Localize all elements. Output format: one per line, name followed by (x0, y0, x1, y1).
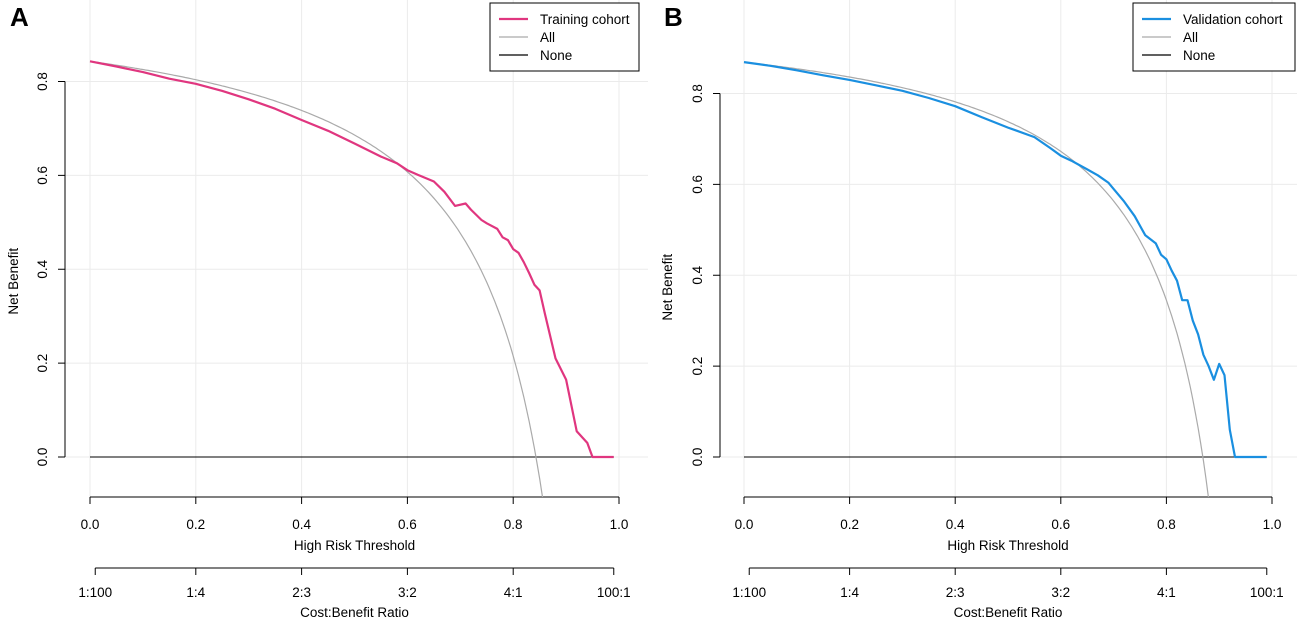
panel-a-series-all-line (89, 60, 544, 497)
panel-a-legend: Training cohort All None (489, 2, 640, 72)
panel-b-series-model-line (743, 61, 1267, 459)
panel-a-cb-tick-label: 3:2 (398, 585, 417, 600)
panel-a-x-axis: 0.0 0.2 0.4 0.6 0.8 1.0 High Risk Threshold (81, 496, 629, 553)
panel-b-x-axis: 0.0 0.2 0.4 0.6 0.8 1.0 High Risk Threshold (735, 496, 1282, 553)
panel-b-cb-tick-label: 100:1 (1250, 585, 1284, 600)
panel-b-y-tick-label: 0.8 (690, 84, 705, 103)
panel-a-cb-tick-label: 1:100 (78, 585, 112, 600)
panel-b-x-tick-label: 0.8 (1157, 517, 1176, 532)
panel-a-cb-tick-label: 100:1 (597, 585, 631, 600)
panel-b-cost-benefit-axis: 1:100 1:4 2:3 3:2 4:1 100:1 Cost:Benefit Ratio (732, 567, 1284, 619)
panel-b-cb-tick-label: 1:100 (732, 585, 766, 600)
panel-b-y-axis (713, 93, 721, 458)
panel-b-cb-axis-title: Cost:Benefit Ratio (954, 605, 1063, 619)
panel-a-x-axis-title: High Risk Threshold (294, 538, 415, 553)
panel-a-y-tick-label: 0.2 (35, 354, 50, 373)
panel-a-cb-axis-title: Cost:Benefit Ratio (300, 605, 409, 619)
panel-b-cb-tick-label: 4:1 (1157, 585, 1176, 600)
panel-a-y-tick-label: 0.6 (35, 166, 50, 185)
panel-b-cb-tick-label: 3:2 (1051, 585, 1070, 600)
panel-a-legend-entry: Training cohort (540, 12, 630, 27)
panel-b-cb-tick-label: 1:4 (840, 585, 859, 600)
panel-a-y-axis-title: Net Benefit (6, 248, 21, 315)
panel-b-x-tick-label: 0.4 (946, 517, 965, 532)
panel-a-series-model-line (89, 60, 614, 459)
panel-b-legend-entry: Validation cohort (1183, 12, 1283, 27)
panel-b-legend-entry: All (1183, 30, 1198, 45)
panel-b-y-axis-title: Net Benefit (660, 254, 675, 321)
panel-b-y-tick-label: 0.2 (690, 357, 705, 376)
panel-a-cb-tick-label: 4:1 (504, 585, 523, 600)
panel-a-x-tick-label: 0.6 (398, 517, 417, 532)
panel-b-label: B (664, 2, 683, 32)
panel-a-x-tick-label: 0.4 (292, 517, 311, 532)
panel-a-series (89, 60, 614, 497)
panel-b-grid (720, 0, 1297, 497)
panel-a-legend-entry: None (540, 48, 572, 63)
panel-b-x-tick-label: 0.2 (840, 517, 859, 532)
panel-b-series-all-line (743, 61, 1209, 497)
panel-a-y-tick-label: 0.8 (35, 72, 50, 91)
panel-a-cost-benefit-axis: 1:100 1:4 2:3 3:2 4:1 100:1 Cost:Benefit Ratio (78, 567, 631, 619)
panel-a-x-tick-label: 0.0 (81, 517, 100, 532)
panel-a-x-tick-label: 0.2 (186, 517, 205, 532)
panel-a-label: A (10, 2, 29, 32)
panel-b-x-tick-label: 0.0 (735, 517, 754, 532)
panel-a-cb-tick-label: 2:3 (292, 585, 311, 600)
panel-b-series (743, 61, 1267, 497)
panel-a: A 0.0 0.2 0.4 0.6 0.8 Net Benefit 0.0 0.2 0.4 0.6… (6, 0, 648, 619)
panel-b-y-tick-label: 0.0 (690, 448, 705, 467)
panel-b-x-tick-label: 0.6 (1051, 517, 1070, 532)
panel-b-x-axis-title: High Risk Threshold (947, 538, 1068, 553)
panel-a-x-tick-label: 1.0 (610, 517, 629, 532)
panel-b-cb-tick-label: 2:3 (946, 585, 965, 600)
panel-a-cb-tick-label: 1:4 (186, 585, 205, 600)
panel-a-legend-entry: All (540, 30, 555, 45)
panel-b-legend: Validation cohort All None (1132, 2, 1296, 72)
panel-b-legend-entry: None (1183, 48, 1215, 63)
panel-a-y-tick-label: 0.4 (35, 259, 50, 278)
panel-b-y-tick-label: 0.4 (690, 265, 705, 284)
panel-b-y-tick-label: 0.6 (690, 175, 705, 194)
panel-a-y-tick-label: 0.0 (35, 448, 50, 467)
panel-b-x-tick-label: 1.0 (1263, 517, 1282, 532)
panel-a-x-tick-label: 0.8 (504, 517, 523, 532)
panel-a-y-axis (58, 81, 66, 458)
